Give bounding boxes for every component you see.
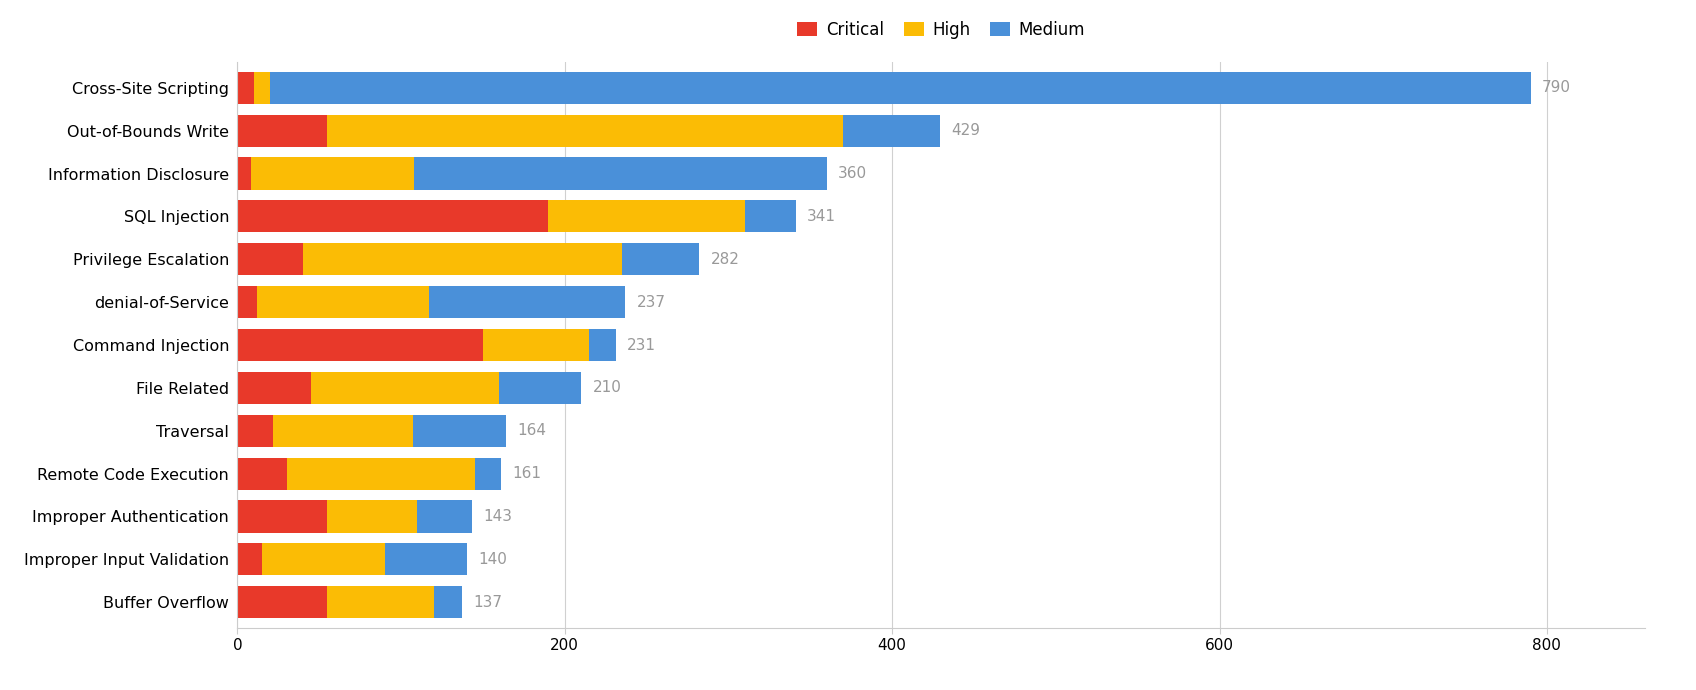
Bar <box>417 500 471 533</box>
Bar <box>412 415 505 447</box>
Text: 360: 360 <box>838 166 867 181</box>
Bar <box>287 457 475 490</box>
Bar <box>499 372 582 404</box>
Bar <box>475 457 500 490</box>
Bar <box>237 415 273 447</box>
Bar <box>237 372 310 404</box>
Bar <box>414 157 826 190</box>
Bar <box>310 372 499 404</box>
Text: 164: 164 <box>517 423 546 438</box>
Bar <box>622 243 699 275</box>
Bar <box>237 457 287 490</box>
Bar <box>327 500 417 533</box>
Text: 237: 237 <box>636 295 667 310</box>
Text: 137: 137 <box>473 595 502 610</box>
Bar <box>258 286 429 318</box>
Bar <box>237 543 261 575</box>
Bar <box>237 329 483 361</box>
Bar <box>273 415 412 447</box>
Bar <box>434 586 461 618</box>
Legend: Critical, High, Medium: Critical, High, Medium <box>790 14 1092 45</box>
Bar <box>745 200 795 233</box>
Bar <box>251 157 414 190</box>
Bar <box>843 115 940 147</box>
Text: 140: 140 <box>478 552 507 566</box>
Bar <box>385 543 466 575</box>
Bar <box>254 72 270 104</box>
Text: 282: 282 <box>711 252 739 267</box>
Bar <box>237 586 327 618</box>
Text: 341: 341 <box>807 209 836 224</box>
Bar <box>237 200 548 233</box>
Bar <box>237 286 258 318</box>
Text: 429: 429 <box>951 124 980 138</box>
Text: 210: 210 <box>592 380 621 395</box>
Text: 231: 231 <box>628 337 656 353</box>
Bar <box>304 243 622 275</box>
Bar <box>237 115 327 147</box>
Bar <box>237 72 254 104</box>
Bar <box>270 72 1530 104</box>
Bar <box>261 543 385 575</box>
Bar <box>429 286 626 318</box>
Text: 790: 790 <box>1542 80 1570 95</box>
Text: 143: 143 <box>483 509 512 524</box>
Bar <box>327 586 434 618</box>
Bar <box>237 500 327 533</box>
Bar <box>237 157 251 190</box>
Bar <box>483 329 590 361</box>
Bar <box>237 243 304 275</box>
Bar <box>327 115 843 147</box>
Bar <box>548 200 745 233</box>
Text: 161: 161 <box>512 466 541 481</box>
Bar <box>590 329 616 361</box>
